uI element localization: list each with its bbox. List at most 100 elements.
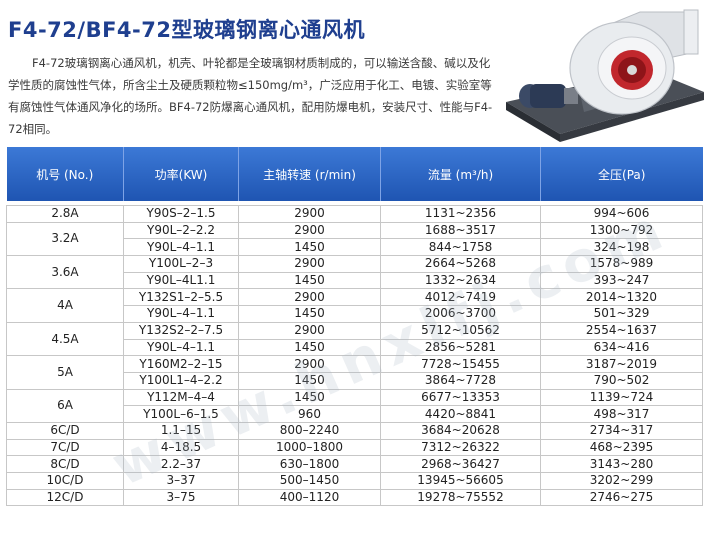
- flow-cell: 13945~56605: [380, 472, 541, 490]
- table-row: Y90L–4L1.1 1450 1332~2634 393~247: [7, 271, 703, 290]
- pressure-cell: 393~247: [540, 271, 703, 290]
- header-pressure: 全压(Pa): [540, 147, 703, 201]
- power-cell: 4–18.5: [123, 438, 239, 457]
- speed-cell: 1450: [238, 371, 381, 390]
- pressure-cell: 324~198: [540, 238, 703, 257]
- speed-cell: 1450: [238, 305, 381, 323]
- flow-cell: 4012~7419: [380, 288, 541, 307]
- flow-cell: 2006~3700: [380, 305, 541, 323]
- speed-cell: 500–1450: [238, 472, 381, 490]
- flow-cell: 3864~7728: [380, 371, 541, 390]
- power-cell: Y160M2–2–15: [123, 355, 239, 373]
- pressure-cell: 498~317: [540, 405, 703, 423]
- power-cell: Y90L–4–1.1: [123, 305, 239, 323]
- header-model-no: 机号 (No.): [6, 147, 124, 201]
- power-cell: Y90S–2–1.5: [123, 205, 239, 223]
- speed-cell: 630–1800: [238, 455, 381, 473]
- model-no-cell: 3.6A: [6, 255, 124, 290]
- table-row: 5A Y160M2–2–15 2900 7728~15455 3187~2019: [6, 355, 703, 390]
- flow-cell: 844~1758: [380, 238, 541, 257]
- model-no-cell: 7C/D: [6, 438, 124, 457]
- speed-cell: 400–1120: [238, 488, 381, 507]
- speed-cell: 1450: [238, 238, 381, 257]
- flow-cell: 1688~3517: [380, 221, 541, 240]
- speed-cell: 1450: [238, 338, 381, 357]
- intro-paragraph: F4-72玻璃钢离心通风机，机壳、叶轮都是全玻璃钢材质制成的，可以输送含酸、碱以…: [8, 56, 493, 136]
- pressure-cell: 1578~989: [540, 255, 703, 273]
- flow-cell: 5712~10562: [380, 321, 541, 340]
- pressure-cell: 634~416: [540, 338, 703, 357]
- power-cell: Y90L–4–1.1: [123, 338, 239, 357]
- model-no-cell: 10C/D: [6, 472, 124, 490]
- table-row: 3.2A Y90L–2–2.2 2900 1688~3517 1300~792: [6, 221, 703, 257]
- pressure-cell: 790~502: [540, 371, 703, 390]
- power-cell: Y90L–4–1.1: [123, 238, 239, 257]
- pressure-cell: 2734~317: [540, 421, 703, 440]
- model-no-cell: 3.2A: [6, 221, 124, 257]
- power-cell: 1.1–15: [123, 421, 239, 440]
- speed-cell: 1450: [238, 271, 381, 290]
- model-no-cell: 6A: [6, 388, 124, 423]
- power-cell: Y90L–4L1.1: [123, 271, 239, 290]
- power-cell: Y132S2–2–7.5: [123, 321, 239, 340]
- table-row: 4.5A Y132S2–2–7.5 2900 5712~10562 2554~1637: [6, 321, 703, 357]
- speed-cell: 2900: [238, 221, 381, 240]
- model-no-cell: 12C/D: [6, 488, 124, 507]
- flow-cell: 2664~5268: [380, 255, 541, 273]
- table-header-row: 机号 (No.) 功率(KW) 主轴转速 (r/min) 流量 (m³/h) 全…: [6, 147, 703, 201]
- pressure-cell: 2746~275: [540, 488, 703, 507]
- page-title: F4-72/BF4-72型玻璃钢离心通风机: [8, 18, 365, 42]
- table-row: 7C/D 4–18.5 1000–1800 7312~26322 468~2395: [6, 438, 703, 457]
- speed-cell: 2900: [238, 321, 381, 340]
- table-row: Y90L–4–1.1 1450 2856~5281 634~416: [7, 338, 703, 357]
- flow-cell: 1131~2356: [380, 205, 541, 223]
- table-row: 6C/D 1.1–15 800–2240 3684~20628 2734~317: [6, 421, 703, 440]
- speed-cell: 800–2240: [238, 421, 381, 440]
- pressure-cell: 1300~792: [540, 221, 703, 240]
- pressure-cell: 468~2395: [540, 438, 703, 457]
- pressure-cell: 2554~1637: [540, 321, 703, 340]
- power-cell: Y112M–4–4: [123, 388, 239, 407]
- table-row: 6A Y112M–4–4 1450 6677~13353 1139~724: [6, 388, 703, 423]
- fan-spec-table: 机号 (No.) 功率(KW) 主轴转速 (r/min) 流量 (m³/h) 全…: [6, 147, 703, 507]
- power-cell: Y132S1–2–5.5: [123, 288, 239, 307]
- speed-cell: 1450: [238, 388, 381, 407]
- power-cell: 3–75: [123, 488, 239, 507]
- pressure-cell: 3187~2019: [540, 355, 703, 373]
- speed-cell: 2900: [238, 288, 381, 307]
- model-no-cell: 4A: [6, 288, 124, 323]
- flow-cell: 2968~36427: [380, 455, 541, 473]
- pressure-cell: 3202~299: [540, 472, 703, 490]
- model-no-cell: 4.5A: [6, 321, 124, 357]
- header-flow: 流量 (m³/h): [380, 147, 541, 201]
- speed-cell: 2900: [238, 355, 381, 373]
- table-row: 8C/D 2.2–37 630–1800 2968~36427 3143~280: [6, 455, 703, 473]
- pressure-cell: 1139~724: [540, 388, 703, 407]
- power-cell: 2.2–37: [123, 455, 239, 473]
- header-power: 功率(KW): [123, 147, 239, 201]
- power-cell: Y100L1–4–2.2: [123, 371, 239, 390]
- header-speed: 主轴转速 (r/min): [238, 147, 381, 201]
- flow-cell: 1332~2634: [380, 271, 541, 290]
- flow-cell: 3684~20628: [380, 421, 541, 440]
- table-row: 10C/D 3–37 500–1450 13945~56605 3202~299: [6, 472, 703, 490]
- pressure-cell: 994~606: [540, 205, 703, 223]
- pressure-cell: 2014~1320: [540, 288, 703, 307]
- flow-cell: 7312~26322: [380, 438, 541, 457]
- header-gap: [6, 201, 703, 206]
- table-body: 2.8A Y90S–2–1.5 2900 1131~2356 994~606 3.2A Y9…: [6, 201, 703, 507]
- flow-cell: 2856~5281: [380, 338, 541, 357]
- power-cell: Y90L–2–2.2: [123, 221, 239, 240]
- table-row: 2.8A Y90S–2–1.5 2900 1131~2356 994~606: [6, 205, 703, 223]
- model-no-cell: 8C/D: [6, 455, 124, 473]
- table-row: Y90L–4–1.1 1450 844~1758 324~198: [7, 238, 703, 257]
- centrifugal-fan-image: [506, 9, 704, 142]
- speed-cell: 2900: [238, 255, 381, 273]
- power-cell: Y100L–2–3: [123, 255, 239, 273]
- model-no-cell: 6C/D: [6, 421, 124, 440]
- speed-cell: 960: [238, 405, 381, 423]
- table-row: 3.6A Y100L–2–3 2900 2664~5268 1578~989: [6, 255, 703, 290]
- model-no-cell: 2.8A: [6, 205, 124, 223]
- table-row: 12C/D 3–75 400–1120 19278~75552 2746~275: [6, 488, 703, 507]
- power-cell: 3–37: [123, 472, 239, 490]
